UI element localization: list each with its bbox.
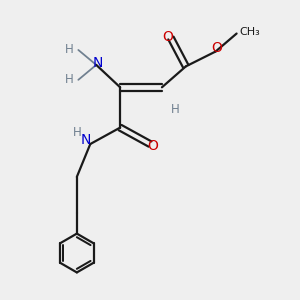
Text: N: N <box>93 56 103 70</box>
Text: H: H <box>73 126 81 139</box>
Text: CH₃: CH₃ <box>240 27 260 37</box>
Text: H: H <box>65 44 74 56</box>
Text: O: O <box>163 29 173 44</box>
Text: H: H <box>171 103 180 116</box>
Text: H: H <box>65 73 74 86</box>
Text: N: N <box>81 133 91 146</box>
Text: O: O <box>148 139 158 152</box>
Text: O: O <box>212 41 223 56</box>
